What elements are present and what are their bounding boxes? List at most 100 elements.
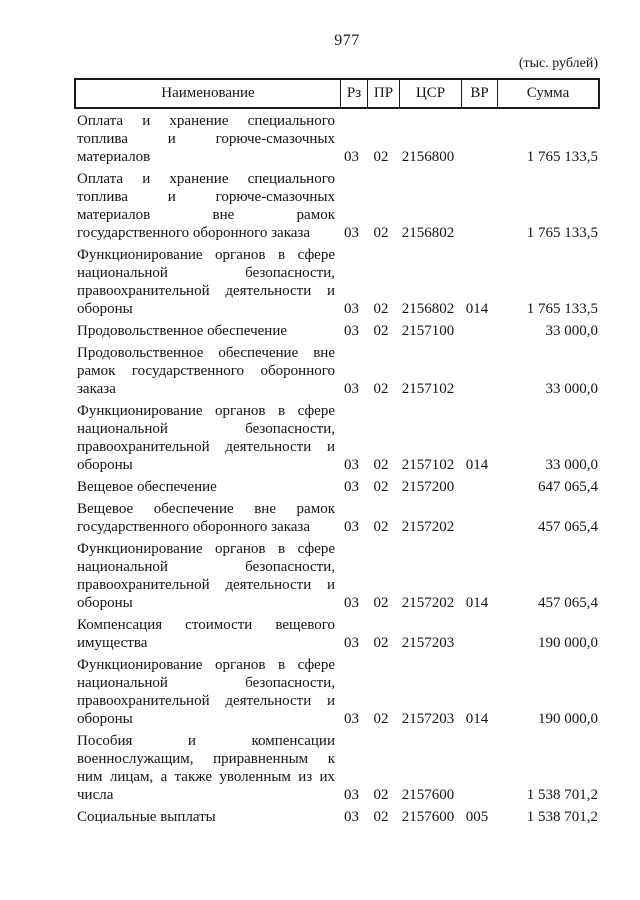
row-pr-value: 02: [373, 457, 389, 473]
column-header-pr: ПР: [367, 80, 399, 107]
row-name: Пособия и компенсации военнослужащим, при…: [74, 732, 338, 804]
row-name-line: ним лицам, а также уволенным из их: [77, 769, 335, 785]
row-name-line: обороны: [77, 595, 133, 611]
row-name-line: правоохранительной деятельности и: [77, 577, 335, 593]
row-rz-value: 03: [344, 635, 359, 651]
row-pr-value: 02: [373, 149, 389, 165]
row-rz-value: 03: [344, 149, 359, 165]
row-name-line: национальной безопасности,: [77, 421, 335, 437]
row-name-line: числа: [77, 787, 114, 803]
table-row: Вещевое обеспечение 03 02 2157200 647 065,4: [74, 478, 600, 496]
row-csr-value: 2156802: [401, 301, 455, 317]
row-name-line: заказа: [77, 381, 116, 397]
table-body: Оплата и хранение специального топлива и …: [74, 112, 600, 830]
table-row: Компенсация стоимости вещевого имущества 0…: [74, 616, 600, 652]
row-rz-value: 03: [344, 381, 359, 397]
row-vr-value: 005: [465, 809, 489, 825]
row-csr-value: 2157203: [401, 635, 455, 651]
row-pr-value: 02: [373, 711, 389, 727]
row-name-line: Оплата и хранение специального: [77, 171, 335, 187]
row-name-line: материалов вне рамок: [77, 207, 335, 223]
row-sum-value: 457 065,4: [538, 519, 598, 535]
row-csr-value: 2157202: [401, 595, 455, 611]
row-name-line: государственного оборонного заказа: [77, 225, 311, 241]
row-csr-value: 2157100: [401, 323, 455, 339]
row-name-line: государственного оборонного заказа: [77, 519, 311, 535]
row-name-line: обороны: [77, 301, 133, 317]
row-name: Функционирование органов в сфере национал…: [74, 540, 338, 612]
table-row: Функционирование органов в сфере национал…: [74, 246, 600, 318]
row-csr-value: 2157600: [401, 787, 455, 803]
row-vr-value: 014: [465, 301, 489, 317]
row-sum-value: 33 000,0: [545, 323, 599, 339]
row-name-line: Функционирование органов в сфере: [77, 541, 335, 557]
table-row: Продовольственное обеспечение 03 02 2157100…: [74, 322, 600, 340]
row-name: Продовольственное обеспечение вне рамок г…: [74, 344, 338, 398]
row-sum-value: 1 765 133,5: [526, 225, 598, 241]
row-name-line: военнослужащим, приравненным к: [77, 751, 335, 767]
row-name-line: Продовольственное обеспечение: [77, 323, 287, 339]
row-name-line: имущества: [77, 635, 148, 651]
row-pr-value: 02: [373, 787, 389, 803]
row-name: Функционирование органов в сфере национал…: [74, 246, 338, 318]
table-row: Функционирование органов в сфере национал…: [74, 402, 600, 474]
row-pr-value: 02: [373, 595, 389, 611]
row-sum-value: 33 000,0: [545, 381, 599, 397]
row-name-line: Оплата и хранение специального: [77, 113, 335, 129]
column-header-sum: Сумма: [497, 80, 598, 107]
row-name-line: Функционирование органов в сфере: [77, 247, 335, 263]
row-sum-value: 190 000,0: [538, 711, 598, 727]
row-name-line: Социальные выплаты: [77, 809, 216, 825]
row-pr-value: 02: [373, 635, 389, 651]
row-pr-value: 02: [373, 225, 389, 241]
row-sum-value: 33 000,0: [545, 457, 599, 473]
row-name-line: правоохранительной деятельности и: [77, 283, 335, 299]
row-rz-value: 03: [344, 711, 359, 727]
column-header-vr: ВР: [461, 80, 497, 107]
row-rz-value: 03: [344, 479, 359, 495]
table-header: Наименование Рз ПР ЦСР ВР Сумма: [74, 78, 600, 109]
row-rz-value: 03: [344, 225, 359, 241]
row-pr-value: 02: [373, 381, 389, 397]
row-name-line: правоохранительной деятельности и: [77, 693, 335, 709]
row-name: Функционирование органов в сфере национал…: [74, 402, 338, 474]
row-vr-value: 014: [465, 457, 489, 473]
row-rz-value: 03: [344, 787, 359, 803]
row-rz-value: 03: [344, 595, 359, 611]
table-row: Вещевое обеспечение вне рамок государстве…: [74, 500, 600, 536]
row-rz-value: 03: [344, 457, 359, 473]
row-rz-value: 03: [344, 809, 359, 825]
row-name-line: национальной безопасности,: [77, 265, 335, 281]
row-csr-value: 2157600: [401, 809, 455, 825]
row-rz-value: 03: [344, 301, 359, 317]
row-csr-value: 2157200: [401, 479, 455, 495]
table-row: Социальные выплаты 03 02 2157600 005 1 538 70…: [74, 808, 600, 826]
row-name-line: Функционирование органов в сфере: [77, 657, 335, 673]
row-name: Оплата и хранение специального топлива и …: [74, 112, 338, 166]
row-name-line: топлива и горюче-смазочных: [77, 131, 335, 147]
row-pr-value: 02: [373, 809, 389, 825]
row-pr-value: 02: [373, 323, 389, 339]
table-row: Продовольственное обеспечение вне рамок г…: [74, 344, 600, 398]
table-row: Оплата и хранение специального топлива и …: [74, 170, 600, 242]
row-name: Социальные выплаты: [74, 808, 338, 826]
row-name: Компенсация стоимости вещевого имущества: [74, 616, 338, 652]
table-row: Функционирование органов в сфере национал…: [74, 656, 600, 728]
column-header-csr: ЦСР: [399, 80, 461, 107]
row-name-line: национальной безопасности,: [77, 559, 335, 575]
row-name-line: правоохранительной деятельности и: [77, 439, 335, 455]
row-csr-value: 2157203: [401, 711, 455, 727]
row-name: Вещевое обеспечение вне рамок государстве…: [74, 500, 338, 536]
row-csr-value: 2157102: [401, 381, 455, 397]
row-rz-value: 03: [344, 519, 359, 535]
table-row: Функционирование органов в сфере национал…: [74, 540, 600, 612]
row-name-line: топлива и горюче-смазочных: [77, 189, 335, 205]
row-pr-value: 02: [373, 301, 389, 317]
table-row: Пособия и компенсации военнослужащим, при…: [74, 732, 600, 804]
row-sum-value: 1 538 701,2: [526, 787, 598, 803]
row-rz-value: 03: [344, 323, 359, 339]
row-name: Функционирование органов в сфере национал…: [74, 656, 338, 728]
row-name-line: Вещевое обеспечение вне рамок: [77, 501, 335, 517]
row-sum-value: 1 765 133,5: [526, 301, 598, 317]
